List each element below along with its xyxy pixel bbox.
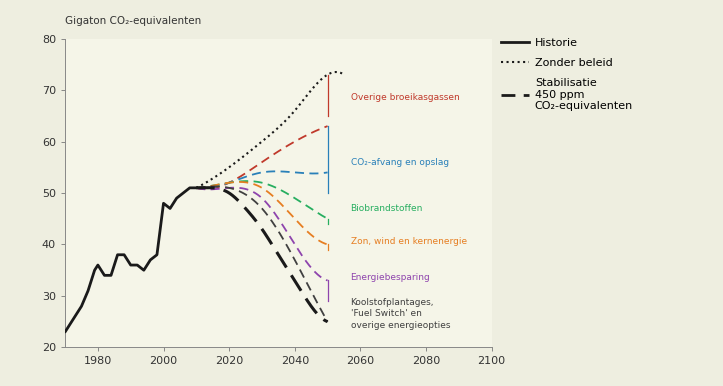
Text: Energiebesparing: Energiebesparing bbox=[351, 273, 430, 283]
Text: Zon, wind en kernenergie: Zon, wind en kernenergie bbox=[351, 237, 466, 246]
Text: Gigaton CO₂-equivalenten: Gigaton CO₂-equivalenten bbox=[65, 16, 201, 26]
Legend: Historie, Zonder beleid, Stabilisatie
450 ppm
CO₂-equivalenten: Historie, Zonder beleid, Stabilisatie 45… bbox=[502, 38, 633, 111]
Text: Overige broeikasgassen: Overige broeikasgassen bbox=[351, 93, 459, 102]
Text: Biobrandstoffen: Biobrandstoffen bbox=[351, 204, 423, 213]
Text: CO₂-afvang en opslag: CO₂-afvang en opslag bbox=[351, 157, 449, 167]
Text: Koolstofplantages,
'Fuel Switch' en
overige energieopties: Koolstofplantages, 'Fuel Switch' en over… bbox=[351, 298, 450, 330]
